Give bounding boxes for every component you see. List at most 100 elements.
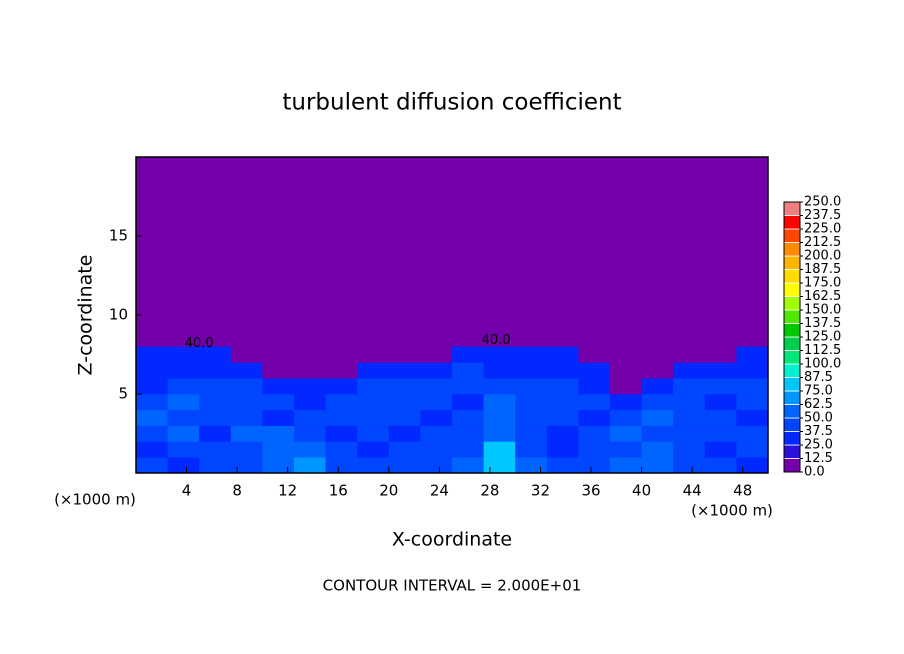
heat-cell — [357, 425, 390, 442]
heat-cell — [704, 425, 737, 442]
x-unit-right: (×1000 m) — [691, 502, 773, 520]
heat-cell — [641, 441, 674, 458]
heat-cell — [325, 409, 358, 426]
colorbar-label: 250.0 — [804, 195, 841, 210]
heat-cell — [167, 409, 200, 426]
heat-cell — [736, 362, 769, 379]
x-tick-label: 28 — [480, 482, 499, 500]
heat-cell — [673, 425, 706, 442]
heat-cell — [420, 441, 453, 458]
contour-label: 40.0 — [185, 336, 214, 351]
colorbar-label: 25.0 — [804, 438, 833, 453]
heat-cell — [704, 378, 737, 395]
heat-cell — [610, 425, 642, 442]
heat-cell — [673, 362, 706, 379]
colorbar-band — [783, 444, 801, 459]
heat-cell — [483, 346, 516, 363]
colorbar-label: 100.0 — [804, 357, 841, 372]
heat-cell — [294, 457, 326, 474]
heat-cell — [357, 346, 390, 363]
heat-cell — [420, 457, 453, 474]
colorbar-label: 50.0 — [804, 411, 833, 426]
heat-cell — [578, 457, 611, 474]
colorbar-band — [783, 242, 801, 257]
heat-cell — [515, 441, 548, 458]
heat-cell — [641, 378, 674, 395]
heat-cell — [641, 425, 674, 442]
heat-cell — [546, 378, 579, 395]
colorbar-label: 175.0 — [804, 276, 841, 291]
heat-cell — [704, 346, 737, 363]
heat-cell — [578, 362, 611, 379]
heat-cell — [420, 378, 453, 395]
heat-cell — [610, 441, 642, 458]
x-tick-label: 48 — [733, 482, 752, 500]
heat-cell — [262, 409, 295, 426]
heat-cell — [610, 346, 642, 363]
colorbar-band — [783, 350, 801, 365]
heat-cell — [546, 346, 579, 363]
heat-cell — [294, 346, 326, 363]
colorbar-band — [783, 323, 801, 338]
x-tick-label: 12 — [278, 482, 297, 500]
heat-cell — [230, 378, 263, 395]
heat-cell — [167, 441, 200, 458]
heat-cell — [357, 457, 390, 474]
heat-cell — [610, 378, 642, 395]
heat-cell — [452, 409, 484, 426]
colorbar-band — [783, 282, 801, 297]
heat-cell — [199, 425, 232, 442]
heat-cell — [736, 441, 769, 458]
heat-cell — [167, 378, 200, 395]
heat-cell — [294, 362, 326, 379]
colorbar-label: 200.0 — [804, 249, 841, 264]
heat-cell — [546, 457, 579, 474]
heat-cell — [262, 394, 295, 411]
heat-cell — [704, 457, 737, 474]
heat-cell — [325, 457, 358, 474]
heat-cell — [515, 457, 548, 474]
colorbar-label: 12.5 — [804, 451, 833, 466]
heat-cell — [483, 457, 516, 474]
heat-cell — [736, 409, 769, 426]
heat-cell — [673, 394, 706, 411]
heat-cell — [578, 378, 611, 395]
heat-cell — [641, 457, 674, 474]
heat-cell — [388, 409, 421, 426]
x-tick-label: 36 — [581, 482, 600, 500]
colorbar-band — [783, 417, 801, 432]
heat-cell — [546, 425, 579, 442]
heat-cell — [294, 378, 326, 395]
heat-cell — [136, 409, 168, 426]
heat-cell — [262, 346, 295, 363]
heat-cell — [357, 441, 390, 458]
colorbar-band — [783, 377, 801, 392]
heat-cell — [388, 441, 421, 458]
heat-cell — [515, 378, 548, 395]
y-tick-label: 10 — [109, 306, 128, 324]
heat-cell — [230, 394, 263, 411]
colorbar-label: 75.0 — [804, 384, 833, 399]
heat-cell — [262, 378, 295, 395]
heat-cell — [483, 409, 516, 426]
heat-cell — [610, 457, 642, 474]
x-tick-label: 32 — [531, 482, 550, 500]
heat-cell — [578, 394, 611, 411]
x-axis-label: X-coordinate — [392, 529, 512, 551]
heat-cell — [546, 394, 579, 411]
x-tick-label: 44 — [683, 482, 702, 500]
heat-cell — [515, 346, 548, 363]
heat-cell — [167, 457, 200, 474]
heat-cell — [420, 409, 453, 426]
heat-cell — [452, 425, 484, 442]
heat-cell — [388, 346, 421, 363]
heat-cell — [546, 409, 579, 426]
y-axis-label: Z-coordinate — [75, 255, 97, 376]
heat-cell — [483, 441, 516, 458]
colorbar-band — [783, 336, 801, 351]
heat-cell — [610, 409, 642, 426]
heat-cell — [452, 441, 484, 458]
heat-cell — [483, 378, 516, 395]
heat-cell — [388, 394, 421, 411]
